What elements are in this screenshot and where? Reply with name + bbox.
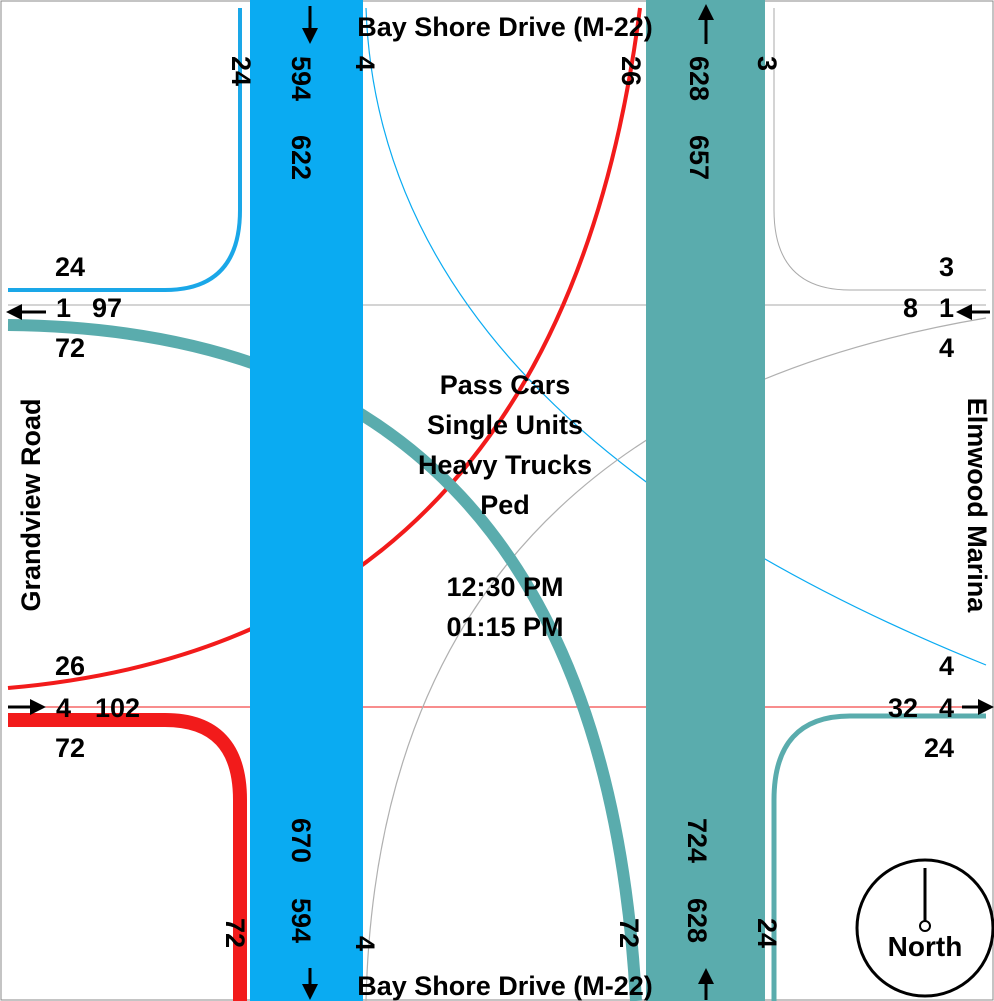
arrow-left-icon xyxy=(6,304,46,320)
legend-pass-cars: Pass Cars xyxy=(440,370,571,400)
west-total-out: 97 xyxy=(92,293,122,323)
south-thru-count: 594 xyxy=(286,898,316,943)
arrow-right-east-icon xyxy=(962,699,994,715)
arc-northbound-to-west xyxy=(7,319,642,1001)
north-left-count: 4 xyxy=(350,56,380,71)
time-start: 12:30 PM xyxy=(446,572,563,602)
north-thru-count: 594 xyxy=(286,56,316,101)
east-top-count: 3 xyxy=(939,252,954,282)
south-left-count: 72 xyxy=(220,918,250,948)
south-thru-2: 628 xyxy=(682,898,712,943)
east-total-in: 8 xyxy=(903,293,918,323)
east-out-bottom: 24 xyxy=(924,733,954,763)
east-bottom-count: 4 xyxy=(939,333,954,363)
north-right-count: 24 xyxy=(226,56,256,86)
arc-east-in xyxy=(365,317,987,1001)
north-left-out: 3 xyxy=(752,56,782,71)
curb-southwest xyxy=(8,713,247,1001)
street-label-north: Bay Shore Drive (M-22) xyxy=(357,12,653,42)
north-total-in: 622 xyxy=(286,135,316,180)
west-top-count: 24 xyxy=(55,252,85,282)
arrow-up-bottom-icon xyxy=(698,968,714,1000)
south-right-2: 24 xyxy=(752,918,782,948)
east-total-out: 32 xyxy=(888,693,918,723)
arrow-down-icon xyxy=(302,6,318,44)
street-label-east: Elmwood Marina xyxy=(962,398,992,614)
east-mid-count: 1 xyxy=(939,293,954,323)
west-bottom-count: 72 xyxy=(55,333,85,363)
arc-west-to-north xyxy=(7,7,642,690)
compass-label: North xyxy=(888,931,963,962)
time-end: 01:15 PM xyxy=(446,612,563,642)
north-total-out-2: 657 xyxy=(684,135,714,180)
street-label-south: Bay Shore Drive (M-22) xyxy=(357,971,653,1001)
arrow-down-bottom-icon xyxy=(302,968,318,1000)
street-label-west: Grandview Road xyxy=(16,398,46,611)
east-out-mid: 4 xyxy=(939,693,954,723)
curb-northwest xyxy=(8,8,242,292)
arrow-right-icon xyxy=(8,699,46,715)
west-left-mid: 1 xyxy=(56,293,71,323)
west-in-mid: 4 xyxy=(56,693,71,723)
curb-northeast xyxy=(773,8,986,291)
west-in-bottom: 72 xyxy=(55,733,85,763)
legend-single-units: Single Units xyxy=(427,410,583,440)
south-total: 670 xyxy=(286,818,316,863)
west-in-top: 26 xyxy=(55,651,85,681)
south-right-count: 4 xyxy=(350,936,380,951)
north-right-out: 26 xyxy=(616,56,646,86)
south-total-2: 724 xyxy=(682,818,712,863)
west-total-in: 102 xyxy=(95,693,140,723)
arrow-left-east-icon xyxy=(956,304,990,320)
north-total-out: 628 xyxy=(684,56,714,101)
east-out-top: 4 xyxy=(939,651,954,681)
curb-southeast xyxy=(771,713,986,1001)
south-left-2: 72 xyxy=(614,918,644,948)
legend-heavy-trucks: Heavy Trucks xyxy=(418,450,592,480)
southbound-band xyxy=(250,0,363,1001)
arrow-up-icon xyxy=(698,4,714,44)
northbound-band xyxy=(646,0,765,1001)
north-compass-icon xyxy=(855,858,994,998)
legend-ped: Ped xyxy=(480,490,530,520)
